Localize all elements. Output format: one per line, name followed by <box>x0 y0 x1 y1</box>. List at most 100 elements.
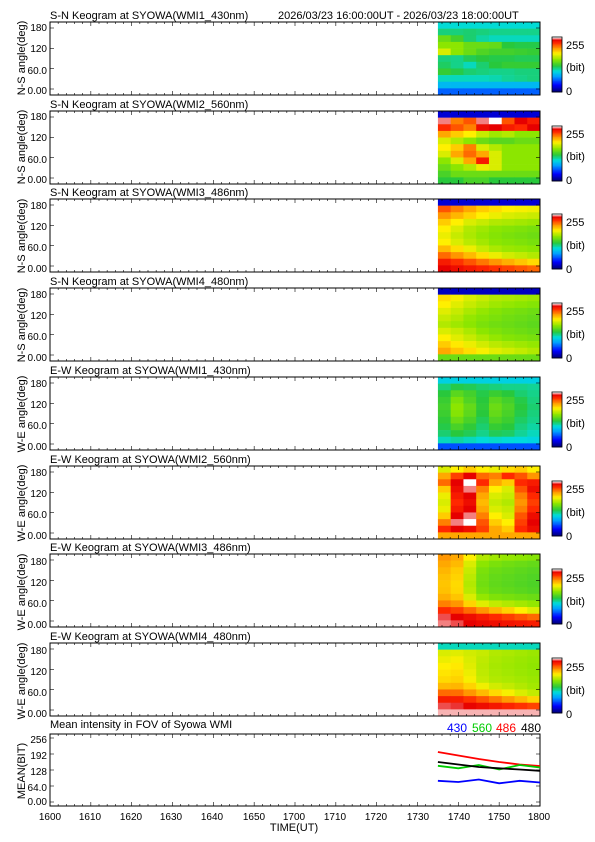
heatmap-cell <box>488 613 503 621</box>
heatmap-cell <box>488 532 503 540</box>
colorbar-unit-label: (bit) <box>566 596 585 608</box>
heatmap-cell <box>501 294 515 302</box>
heatmap-cell <box>450 662 464 670</box>
y-tick-label: 0.00 <box>28 175 48 186</box>
heatmap-cell <box>463 177 477 185</box>
heatmap-cell <box>476 218 490 226</box>
colorbar-segment <box>552 577 562 580</box>
heatmap-cell <box>501 396 515 404</box>
heatmap-cell <box>488 443 503 451</box>
heatmap-cell <box>476 499 490 507</box>
heatmap-cell <box>463 613 477 621</box>
colorbar-segment <box>552 60 562 63</box>
heatmap-cell <box>463 55 477 63</box>
heatmap-cell <box>488 61 503 69</box>
heatmap-cell <box>527 532 541 540</box>
heatmap-cell <box>488 238 503 246</box>
heatmap-cell <box>437 28 451 36</box>
heatmap-cell <box>450 423 464 431</box>
heatmap-cell <box>450 164 464 172</box>
heatmap-cell <box>501 709 515 717</box>
x-tick-label: 1650 <box>243 812 266 823</box>
heatmap-cell <box>463 649 477 657</box>
heatmap-cell <box>476 111 490 118</box>
heatmap-cell <box>527 265 541 273</box>
chart-marks <box>49 21 563 807</box>
heatmap-cell <box>514 111 528 118</box>
heatmap-cell <box>527 199 541 206</box>
colorbar-segment <box>552 602 562 604</box>
heatmap-cell <box>463 669 477 677</box>
colorbar-segment <box>552 236 562 238</box>
heatmap-cell <box>527 177 541 185</box>
x-tick-label: 1710 <box>324 812 347 823</box>
colorbar-segment <box>552 433 562 436</box>
heatmap-cell <box>488 573 503 581</box>
colorbar-segment <box>552 420 562 423</box>
colorbar-segment <box>552 308 562 311</box>
heatmap-cell <box>514 327 528 335</box>
colorbar-segment <box>552 409 562 412</box>
heatmap-cell <box>450 573 464 581</box>
heatmap-cell <box>514 443 528 451</box>
colorbar-border <box>551 568 563 625</box>
heatmap-cell <box>476 307 490 315</box>
heatmap-cell <box>527 390 541 398</box>
colorbar-segment <box>552 256 562 259</box>
colorbar-segment <box>552 64 562 67</box>
colorbar-segment <box>552 411 562 414</box>
heatmap-cell <box>527 354 541 362</box>
heatmap-cell <box>488 620 503 628</box>
colorbar-segment <box>552 141 562 143</box>
heatmap-cell <box>476 245 490 253</box>
colorbar-segment <box>552 515 562 518</box>
heatmap-cell <box>463 130 477 138</box>
heatmap-cell <box>488 505 503 513</box>
colorbar-min-label: 0 <box>566 709 572 721</box>
heatmap-cell <box>437 560 451 568</box>
panel-title: S-N Keogram at SYOWA(WMI2_560nm) <box>50 99 248 111</box>
heatmap-cell <box>463 512 477 520</box>
colorbar-segment <box>552 176 562 179</box>
heatmap-cell <box>450 238 464 246</box>
colorbar-segment <box>552 441 562 444</box>
heatmap-cell <box>501 301 515 309</box>
colorbar-segment <box>552 434 562 437</box>
heatmap-cell <box>527 499 541 507</box>
heatmap-cell <box>450 709 464 717</box>
heatmap-cell <box>527 479 541 487</box>
y-tick-label: 60.0 <box>28 332 48 343</box>
colorbar-segment <box>552 494 562 497</box>
heatmap-cell <box>488 525 503 533</box>
heatmap-cell <box>450 620 464 628</box>
heatmap-cell <box>437 403 451 411</box>
colorbar-segment <box>552 242 562 245</box>
heatmap-cell <box>450 525 464 533</box>
y-tick-label: 180 <box>30 201 47 212</box>
heatmap-cell <box>527 403 541 411</box>
colorbar-segment <box>552 333 562 336</box>
colorbar-segment <box>552 526 562 529</box>
heatmap-cell <box>514 403 528 411</box>
colorbar-segment <box>552 145 562 148</box>
colorbar-segment <box>552 518 562 520</box>
heatmap-cell <box>450 656 464 664</box>
y-tick-label: 180 <box>30 23 47 34</box>
colorbar-segment <box>552 595 562 597</box>
colorbar-segment <box>552 436 562 438</box>
y-tick-label: 0.00 <box>28 442 48 453</box>
heatmap-cell <box>437 157 451 165</box>
y-axis-label: MEAN(BIT) <box>16 743 28 799</box>
heatmap-cell <box>450 258 464 266</box>
heatmap-cell <box>514 505 528 513</box>
legend-480: 480 <box>521 721 541 735</box>
colorbar-segment <box>552 593 562 596</box>
x-tick-label: 1700 <box>283 812 306 823</box>
colorbar-segment <box>552 229 562 231</box>
heatmap-cell <box>488 580 503 588</box>
y-tick-label: 0.00 <box>28 709 48 720</box>
heatmap-cell <box>476 354 490 362</box>
colorbar-segment <box>552 682 562 685</box>
heatmap-cell <box>450 294 464 302</box>
heatmap-cell <box>514 130 528 138</box>
